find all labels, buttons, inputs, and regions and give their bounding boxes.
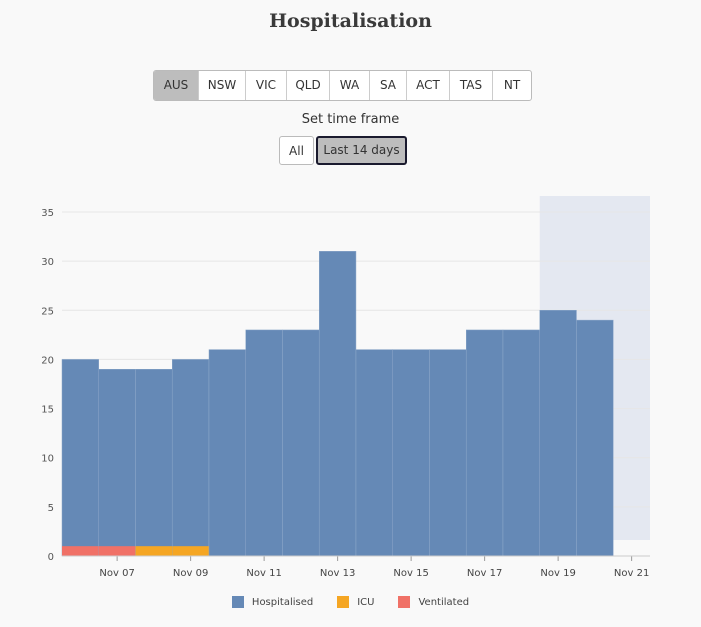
timeframe-label: Set time frame xyxy=(301,112,400,127)
x-tick-label: Nov 13 xyxy=(320,568,355,579)
region-button-tas[interactable]: TAS xyxy=(450,71,493,100)
y-tick-label: 35 xyxy=(41,208,54,219)
bar-hospitalised xyxy=(172,359,210,557)
bar-hospitalised xyxy=(576,319,614,557)
bar-hospitalised xyxy=(355,349,393,557)
x-tick-label: Nov 07 xyxy=(99,568,134,579)
region-selector: AUS NSW VIC QLD WA SA ACT TAS NT xyxy=(153,70,532,101)
chart-title: Hospitalisation xyxy=(269,10,432,32)
x-tick-label: Nov 15 xyxy=(393,568,428,579)
bar-hospitalised xyxy=(61,359,99,557)
x-tick-label: Nov 19 xyxy=(540,568,575,579)
legend-label-icu: ICU xyxy=(357,596,375,608)
bar-hospitalised xyxy=(245,329,283,557)
bar-hospitalised xyxy=(135,369,173,557)
timeframe-button-all[interactable]: All xyxy=(279,136,314,165)
region-button-nsw[interactable]: NSW xyxy=(199,71,246,100)
y-tick-label: 20 xyxy=(41,355,54,366)
timeframe-selector: All Last 14 days xyxy=(279,136,407,165)
legend-item-icu: ICU xyxy=(337,596,374,608)
y-tick-label: 10 xyxy=(41,454,54,465)
timeframe-button-last-14-days[interactable]: Last 14 days xyxy=(316,136,407,165)
chart-legend: Hospitalised ICU Ventilated xyxy=(0,596,701,608)
y-tick-label: 25 xyxy=(41,306,54,317)
bar-hospitalised xyxy=(392,349,430,557)
bar-ventilated xyxy=(98,546,136,556)
region-button-nt[interactable]: NT xyxy=(503,78,521,92)
bar-hospitalised xyxy=(282,329,320,557)
y-tick-label: 5 xyxy=(48,503,54,514)
bar-ventilated xyxy=(62,546,99,556)
bar-icu xyxy=(135,546,173,556)
legend-swatch-icu xyxy=(337,596,350,608)
x-tick-label: Nov 11 xyxy=(246,568,281,579)
y-tick-label: 30 xyxy=(41,257,54,268)
bar-hospitalised xyxy=(466,329,504,557)
legend-item-hospitalised: Hospitalised xyxy=(231,596,314,608)
y-tick-label: 15 xyxy=(41,405,54,416)
x-tick-label: Nov 17 xyxy=(467,568,502,579)
legend-swatch-hospitalised xyxy=(231,596,244,608)
region-button-aus[interactable]: AUS xyxy=(154,71,199,100)
region-button-qld[interactable]: QLD xyxy=(287,71,330,100)
bar-hospitalised xyxy=(539,310,577,557)
bar-hospitalised xyxy=(319,251,357,557)
bar-hospitalised xyxy=(208,349,246,557)
legend-label-hospitalised: Hospitalised xyxy=(251,596,314,608)
legend-item-ventilated: Ventilated xyxy=(398,596,469,608)
region-button-act[interactable]: ACT xyxy=(407,71,450,100)
x-tick-label: Nov 21 xyxy=(614,568,649,579)
legend-swatch-ventilated xyxy=(398,596,411,608)
y-tick-label: 0 xyxy=(48,552,54,563)
bar-hospitalised xyxy=(98,369,136,557)
region-button-wa[interactable]: WA xyxy=(330,71,370,100)
bar-hospitalised xyxy=(429,349,467,557)
region-button-vic[interactable]: VIC xyxy=(246,71,287,100)
legend-label-ventilated: Ventilated xyxy=(418,596,470,608)
region-button-sa[interactable]: SA xyxy=(370,71,407,100)
bar-hospitalised xyxy=(502,329,540,557)
bar-icu xyxy=(172,546,209,556)
x-tick-label: Nov 09 xyxy=(173,568,208,579)
